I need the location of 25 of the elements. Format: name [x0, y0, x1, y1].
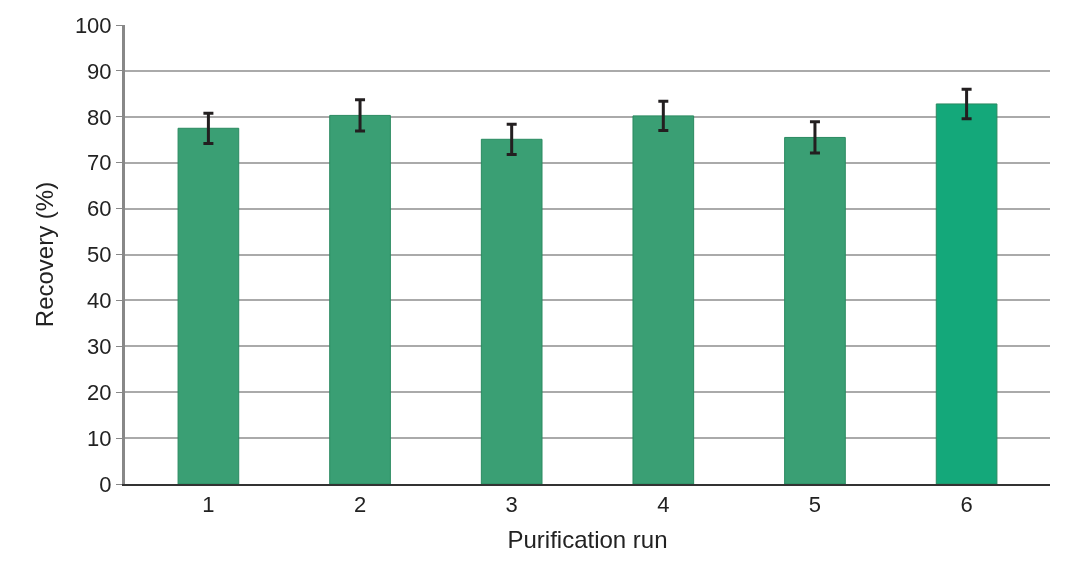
y-tick-label: 30 [87, 334, 112, 359]
bar [632, 115, 695, 484]
y-tick-label: 20 [87, 379, 112, 405]
y-tick-label: 10 [87, 425, 112, 451]
y-tick-label: 50 [87, 242, 112, 268]
y-tick-label: 100 [74, 12, 112, 38]
y-tick-label: 80 [87, 104, 112, 130]
y-tick-label: 70 [87, 150, 112, 176]
x-tick-label: 1 [202, 492, 215, 518]
y-tick-label: 60 [87, 196, 112, 222]
bar [935, 103, 998, 484]
y-axis-title: Recovery (%) [30, 181, 58, 328]
x-tick-label: 4 [657, 492, 670, 518]
bar [177, 127, 240, 484]
x-axis-title: Purification run [507, 526, 668, 554]
x-tick-label: 2 [353, 492, 367, 518]
y-tick-label: 40 [87, 288, 112, 314]
bar [784, 136, 846, 484]
x-tick-label: 3 [505, 492, 518, 518]
bar [480, 138, 543, 484]
y-tick-label: 0 [99, 471, 112, 497]
bar [329, 114, 391, 484]
x-tick-label: 6 [960, 492, 973, 518]
y-tick-label: 90 [87, 58, 112, 84]
x-tick-label: 5 [808, 492, 822, 518]
